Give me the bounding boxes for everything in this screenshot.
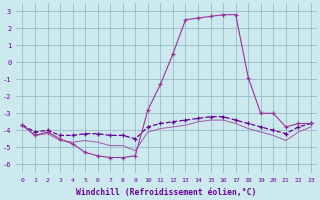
X-axis label: Windchill (Refroidissement éolien,°C): Windchill (Refroidissement éolien,°C) xyxy=(76,188,257,197)
